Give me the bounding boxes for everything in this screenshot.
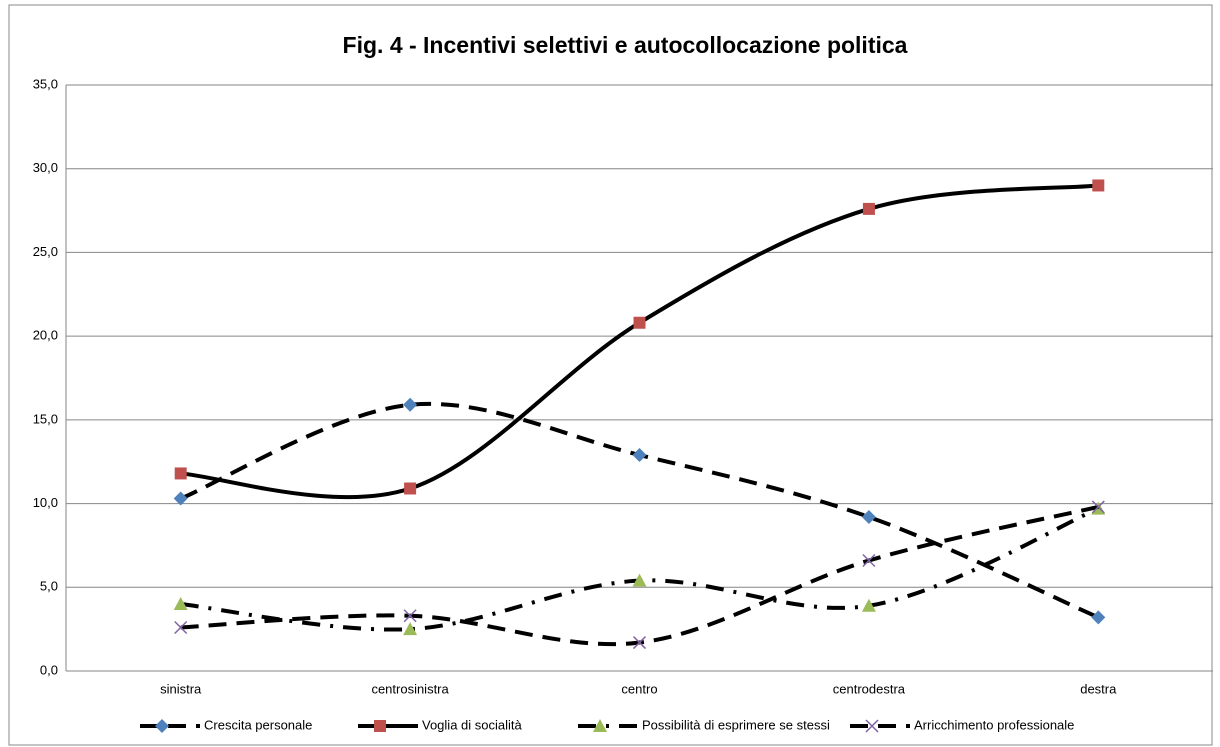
legend-marker xyxy=(155,719,169,733)
y-tick-label: 0,0 xyxy=(40,662,58,677)
y-tick-label: 30,0 xyxy=(33,160,58,175)
data-point xyxy=(632,573,647,587)
data-point xyxy=(633,316,646,329)
legend-label: Voglia di socialità xyxy=(422,717,522,732)
x-tick-label: sinistra xyxy=(160,681,202,696)
data-point xyxy=(173,491,188,506)
y-tick-label: 25,0 xyxy=(33,244,58,259)
data-point xyxy=(1091,610,1106,625)
chart-title: Fig. 4 - Incentivi selettivi e autocollo… xyxy=(343,32,908,58)
data-point xyxy=(632,448,647,463)
y-tick-label: 5,0 xyxy=(40,579,58,594)
y-tick-label: 20,0 xyxy=(33,328,58,343)
data-point xyxy=(174,467,187,480)
data-point xyxy=(174,620,188,634)
legend-marker xyxy=(593,719,607,732)
legend-marker xyxy=(374,720,386,732)
data-point xyxy=(1092,179,1105,192)
legend-marker xyxy=(865,719,879,733)
data-point xyxy=(404,482,417,495)
data-point xyxy=(632,636,647,650)
y-tick-label: 10,0 xyxy=(33,495,58,510)
legend-label: Possibilità di esprimere se stessi xyxy=(642,717,830,732)
data-point xyxy=(1091,500,1105,514)
data-point xyxy=(861,509,876,524)
legend-label: Crescita personale xyxy=(204,717,312,732)
legend-label: Arricchimento professionale xyxy=(914,717,1074,732)
data-point xyxy=(403,609,417,623)
y-tick-label: 35,0 xyxy=(33,76,58,91)
x-tick-label: centrosinistra xyxy=(371,681,449,696)
x-tick-label: centrodestra xyxy=(833,681,906,696)
x-tick-label: destra xyxy=(1080,681,1117,696)
data-point xyxy=(861,598,876,612)
data-point xyxy=(862,553,876,568)
chart-border xyxy=(8,4,1213,746)
data-point xyxy=(173,597,188,611)
y-tick-label: 15,0 xyxy=(33,411,58,426)
x-tick-label: centro xyxy=(621,681,657,696)
data-point xyxy=(862,202,875,215)
data-point xyxy=(403,397,418,412)
data-point xyxy=(403,622,418,636)
